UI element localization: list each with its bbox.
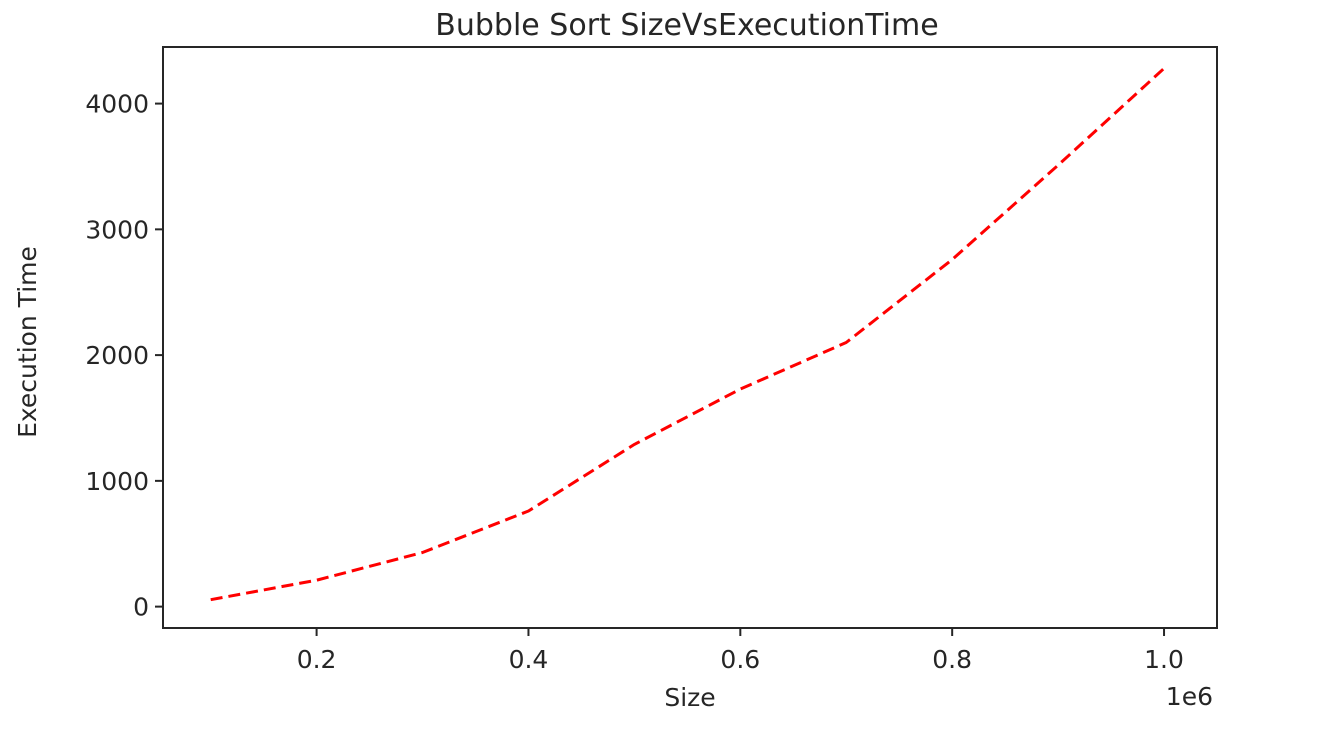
- y-tick-label: 4000: [85, 90, 149, 119]
- x-tick-label: 1.0: [1144, 645, 1184, 674]
- y-tick-label: 1000: [85, 467, 149, 496]
- x-tick-label: 0.8: [932, 645, 972, 674]
- x-axis-label: Size: [664, 683, 715, 712]
- x-tick-label: 0.6: [720, 645, 760, 674]
- series-line-0: [210, 67, 1166, 602]
- y-tick-label: 3000: [85, 215, 149, 244]
- y-tick-label: 0: [133, 593, 149, 622]
- y-tick-label: 2000: [85, 341, 149, 370]
- x-axis-offset-label: 1e6: [1166, 682, 1213, 711]
- y-axis-label: Execution Time: [13, 246, 42, 438]
- x-axis-ticks: 0.2 0.4 0.6 0.8 1.0: [297, 628, 1184, 674]
- x-tick-label: 0.2: [297, 645, 337, 674]
- chart-title: Bubble Sort SizeVsExecutionTime: [435, 8, 938, 43]
- y-axis-ticks: 0 1000 2000 3000 4000: [85, 90, 163, 622]
- plot-area-frame: [162, 46, 1218, 629]
- x-tick-label: 0.4: [509, 645, 549, 674]
- series-layer: [210, 67, 1166, 602]
